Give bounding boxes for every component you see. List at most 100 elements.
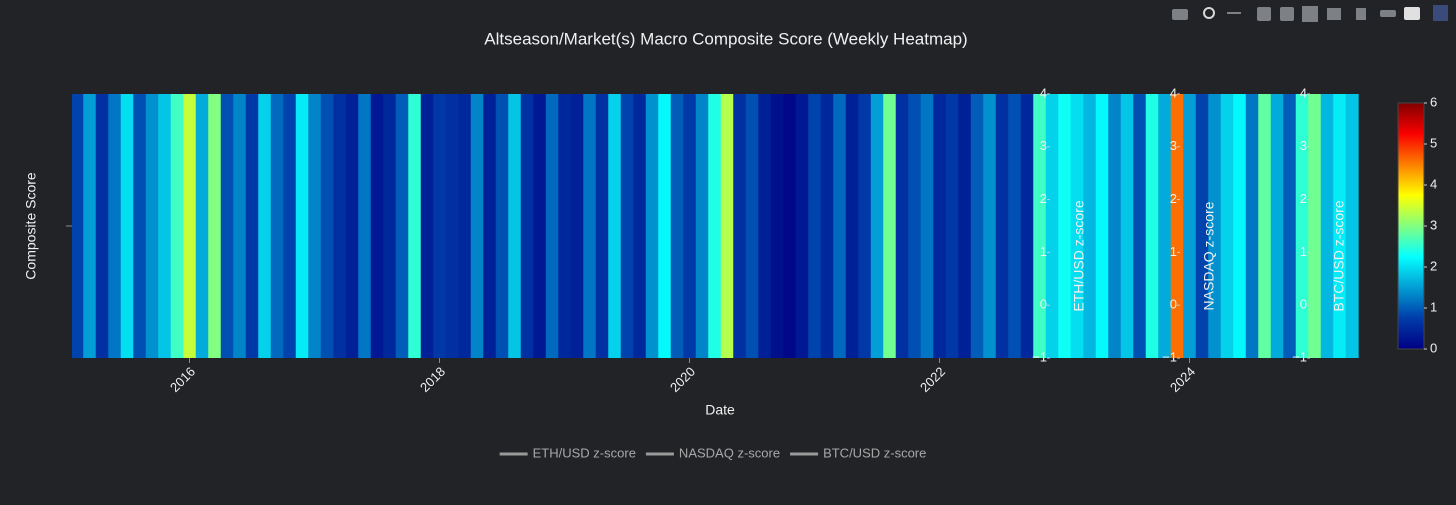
heat-cell — [283, 94, 297, 358]
heat-cell — [445, 94, 459, 358]
heat-cell — [420, 94, 434, 358]
y2-tick-label: 4 — [1300, 85, 1307, 100]
heat-cell — [1220, 94, 1234, 358]
heat-cell — [708, 94, 722, 358]
heat-cell — [345, 94, 359, 358]
y2-tick-label: −1 — [1162, 349, 1177, 364]
y2-tick-label: 0 — [1300, 297, 1307, 312]
heat-cell — [1020, 94, 1034, 358]
colorbar-tick-label: 6 — [1430, 94, 1437, 109]
heat-cell — [408, 94, 422, 358]
autoscale-icon[interactable] — [1302, 6, 1318, 22]
heat-cell — [920, 94, 934, 358]
heat-cell — [933, 94, 947, 358]
zoom-in-icon[interactable] — [1257, 7, 1271, 21]
heat-cell — [1333, 94, 1347, 358]
heat-cell — [1095, 94, 1109, 358]
zoom-icon[interactable] — [1203, 7, 1215, 19]
heat-cell — [958, 94, 972, 358]
y2-tick-label: 2 — [1040, 191, 1047, 206]
colorbar-tick-label: 5 — [1430, 135, 1437, 150]
heat-cell — [533, 94, 547, 358]
y2-tick-label: 2 — [1170, 191, 1177, 206]
y2-tick-label: 0 — [1040, 297, 1047, 312]
heat-cell — [320, 94, 334, 358]
y2-tick-label: 3 — [1300, 138, 1307, 153]
heat-cell — [95, 94, 109, 358]
heat-cell — [908, 94, 922, 358]
legend: ETH/USD z-score NASDAQ z-score BTC/USD z-s… — [499, 445, 926, 460]
y2-axis-title: ETH/USD z-score — [1071, 200, 1087, 311]
heat-cell — [1233, 94, 1247, 358]
heat-cell — [1120, 94, 1134, 358]
y2-tick-label: 1 — [1300, 244, 1307, 259]
heat-cell — [145, 94, 159, 358]
heat-cell — [270, 94, 284, 358]
heat-cell — [745, 94, 759, 358]
hover-closest-icon[interactable] — [1380, 10, 1396, 17]
heat-cell — [395, 94, 409, 358]
colorbar-tick-label: 3 — [1430, 217, 1437, 232]
heat-cell — [570, 94, 584, 358]
heat-cell — [72, 94, 84, 358]
heat-cell — [833, 94, 847, 358]
heat-cell — [108, 94, 122, 358]
plotly-logo[interactable] — [1433, 5, 1448, 21]
heat-cell — [1008, 94, 1022, 358]
y2-axis-title: BTC/USD z-score — [1331, 200, 1347, 311]
heat-cell — [470, 94, 484, 358]
heat-cell — [233, 94, 247, 358]
y2-tick-label: 2 — [1300, 191, 1307, 206]
y2-tick-label: 3 — [1040, 138, 1047, 153]
heat-cell — [208, 94, 222, 358]
legend-label: ETH/USD z-score — [533, 445, 636, 460]
spike-icon[interactable] — [1356, 8, 1366, 20]
heat-cell — [608, 94, 622, 358]
heat-cell — [845, 94, 859, 358]
colorbar-tick-label: 1 — [1430, 299, 1437, 314]
heat-cell — [795, 94, 809, 358]
heat-cell — [1258, 94, 1272, 358]
camera-icon[interactable] — [1172, 9, 1188, 20]
reset-icon[interactable] — [1327, 8, 1341, 20]
heat-cell — [645, 94, 659, 358]
zoom-out-icon[interactable] — [1280, 7, 1294, 21]
heat-cell — [783, 94, 797, 358]
heat-cell — [308, 94, 322, 358]
heat-cell — [1208, 94, 1222, 358]
heat-cell — [1345, 94, 1359, 358]
y2-tick-label: 4 — [1170, 85, 1177, 100]
hover-compare-icon[interactable] — [1404, 7, 1420, 20]
heat-cell — [1170, 94, 1184, 358]
heat-cell — [1033, 94, 1047, 358]
heat-cell — [1295, 94, 1309, 358]
heat-cell — [1133, 94, 1147, 358]
heat-cell — [83, 94, 97, 358]
heat-cell — [483, 94, 497, 358]
heat-cell — [1245, 94, 1259, 358]
x-axis-title: Date — [705, 402, 735, 418]
y2-axis-title: NASDAQ z-score — [1201, 201, 1217, 310]
heat-cell — [1045, 94, 1059, 358]
heat-cell — [508, 94, 522, 358]
chart-title: Altseason/Market(s) Macro Composite Scor… — [484, 29, 967, 48]
heat-cell — [158, 94, 172, 358]
heat-cell — [1195, 94, 1209, 358]
heat-cell — [808, 94, 822, 358]
heat-cell — [545, 94, 559, 358]
y2-tick-label: −1 — [1032, 349, 1047, 364]
modebar[interactable] — [1172, 5, 1448, 22]
legend-label: BTC/USD z-score — [823, 445, 926, 460]
heat-cell — [995, 94, 1009, 358]
heat-cell — [583, 94, 597, 358]
heat-cell — [620, 94, 634, 358]
heat-cell — [695, 94, 709, 358]
heat-cell — [1283, 94, 1297, 358]
heat-cell — [1158, 94, 1172, 358]
heat-cell — [1058, 94, 1072, 358]
heat-cell — [1270, 94, 1284, 358]
heat-cell — [770, 94, 784, 358]
heat-cell — [945, 94, 959, 358]
pan-icon[interactable] — [1227, 12, 1241, 14]
